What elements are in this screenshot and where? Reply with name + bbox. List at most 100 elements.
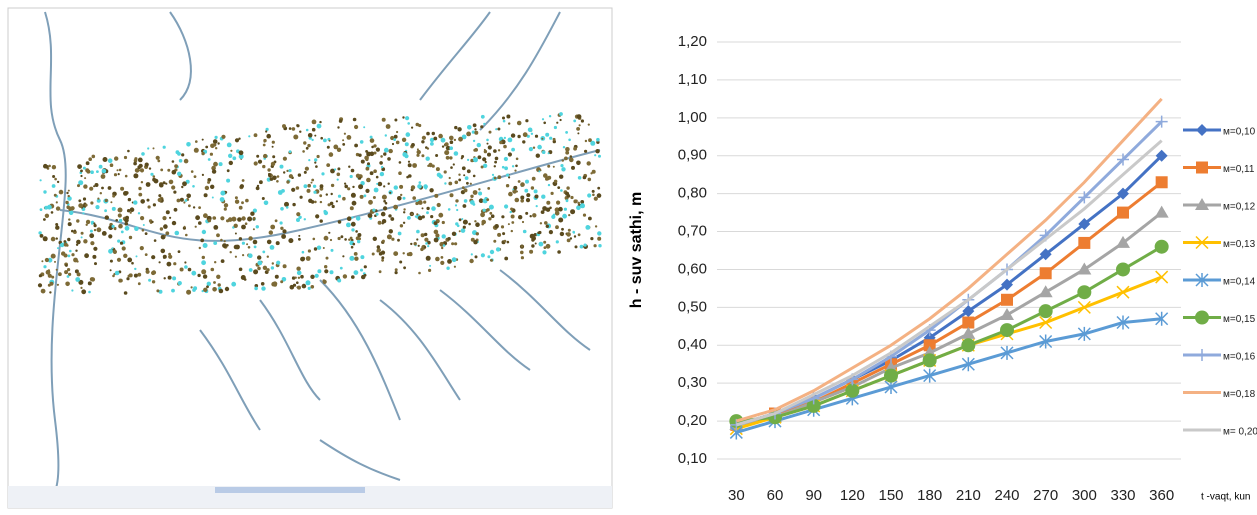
map-point [511,148,515,152]
marker [1117,207,1129,219]
map-point [160,169,163,172]
map-point [121,231,124,234]
map-point [313,185,316,188]
map-point [473,157,478,162]
map-point [363,126,365,128]
map-point [598,195,600,197]
map-point [531,186,534,189]
map-point [235,196,238,199]
map-point [584,150,587,153]
map-point [314,158,317,161]
map-point [208,219,212,223]
map-point [239,206,243,210]
map-point [124,156,127,159]
map-point [202,230,206,234]
map-point [405,116,409,120]
map-point [554,126,557,129]
map-point [536,154,540,158]
map-point [456,209,458,211]
map-point [52,165,56,169]
map-point [192,288,196,292]
map-point [118,208,123,213]
map-point [487,143,489,145]
map-point [171,185,175,189]
map-point [185,234,188,237]
map-point [56,201,58,203]
map-point [74,230,76,232]
map-point [93,222,95,224]
map-point [280,207,284,211]
map-point [433,137,437,141]
map-point [410,243,412,245]
map-point [58,272,62,276]
map-point [119,169,122,172]
map-point [358,184,363,189]
map-point [378,221,382,225]
map-point [444,170,447,173]
map-point [436,167,440,171]
map-point [110,163,114,167]
map-point [90,230,93,233]
map-point [47,205,52,210]
map-point [583,176,587,180]
map-point [342,139,344,141]
map-point [76,219,79,222]
series-line [736,319,1161,433]
map-point [319,121,321,123]
map-point [104,209,107,212]
map-point [207,181,210,184]
map-point [171,289,175,293]
map-point [579,124,581,126]
map-point [559,112,563,116]
map-point [449,177,451,179]
map-point [164,235,166,237]
map-point [108,186,112,190]
map-point [418,216,423,221]
map-point [496,247,500,251]
map-point [265,130,267,132]
map-point [545,133,549,137]
map-point [254,287,258,291]
map-point [377,245,380,248]
map-point [286,170,288,172]
marker [1155,240,1169,254]
map-point [418,245,420,247]
map-point [90,241,94,245]
map-point [207,282,211,286]
map-point [434,221,438,225]
map-point [372,253,375,256]
map-point [101,187,104,190]
map-point [416,238,418,240]
map-point [216,275,220,279]
map-point [80,287,82,289]
map-point [568,214,570,216]
series [729,206,1168,430]
map-point [357,240,360,243]
map-point [269,230,273,234]
map-point [122,246,126,250]
map-point [259,180,263,184]
map-point [342,197,346,201]
map-point [354,125,358,129]
map-point [151,221,153,223]
map-point [204,193,208,197]
map-point [455,199,458,202]
map-point [323,139,327,143]
map-point [152,178,156,182]
map-point [306,129,309,132]
map-point [110,260,113,263]
x-tick-label: 90 [805,487,822,504]
map-point [184,261,186,263]
map-point [522,140,525,143]
map-point [467,125,472,130]
map-point [549,207,552,210]
map-point [402,138,406,142]
map-point [320,201,322,203]
map-point [169,217,171,219]
map-point [349,256,354,261]
map-point [332,205,335,208]
map-point [324,269,328,273]
map-point [266,134,271,139]
y-tick-label: 0,30 [678,374,707,391]
map-point [357,233,361,237]
